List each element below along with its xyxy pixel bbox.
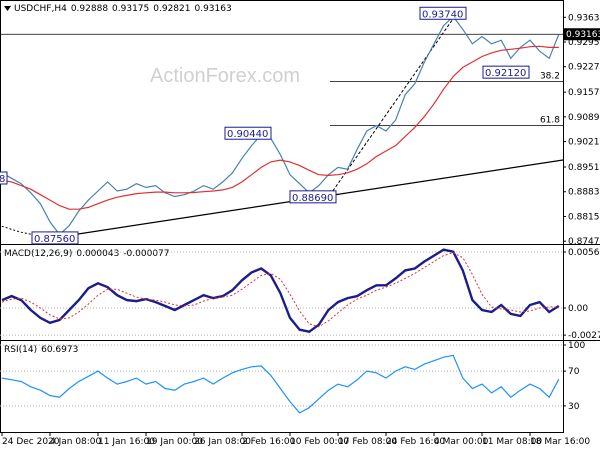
low: 0.92821 — [153, 4, 190, 14]
symbol-marker — [4, 6, 11, 11]
x-tick-label: 11 Jan 16:00 — [98, 437, 155, 447]
header: USDCHF,H4 0.92888 0.93175 0.92821 0.93163 — [14, 4, 232, 14]
y-tick-label: 0.00 — [568, 304, 588, 314]
x-tick-label: 17 Feb 08:00 — [338, 437, 397, 447]
annotation-label: 0.88690 — [292, 193, 333, 204]
watermark: ActionForex.com — [150, 65, 300, 87]
annotation-label: 8 — [0, 174, 5, 185]
annotation-label: 0.93740 — [422, 9, 463, 20]
macd-header: MACD(12,26,9) 0.000043 -0.000077 — [4, 249, 170, 259]
fib-line — [329, 15, 456, 196]
x-tick-label: 24 Dec 2020 — [2, 437, 60, 447]
x-tick-label: 26 Jan 08:00 — [194, 437, 251, 447]
x-tick-label: 4 Jan 08:00 — [50, 437, 102, 447]
x-tick-label: 24 Feb 16:00 — [386, 437, 445, 447]
annotation-box — [0, 171, 8, 185]
x-tick-label: 19 Jan 00:00 — [146, 437, 203, 447]
high: 0.93175 — [112, 4, 149, 14]
annotation-box — [224, 126, 272, 140]
macd-reading: 0.000043 — [76, 249, 119, 259]
x-tick-label: 2 Feb 16:00 — [242, 437, 296, 447]
annotation-label: 0.87560 — [34, 234, 75, 245]
y-tick-label: 0.87470 — [568, 237, 600, 247]
x-tick-label: 11 Mar 08:00 — [482, 437, 542, 447]
fib-label: 61.8 — [540, 116, 560, 126]
series-line — [1, 354, 560, 414]
x-tick-label: 18 Mar 16:00 — [530, 437, 590, 447]
annotation-box — [289, 190, 337, 204]
symbol: USDCHF,H4 — [14, 4, 67, 14]
rsi-header: RSI(14) 60.6973 — [4, 345, 78, 355]
x-tick-label: 4 Mar 00:00 — [434, 437, 489, 447]
annotation-label: 0.92120 — [485, 68, 526, 79]
y-tick-label: 30 — [568, 402, 580, 412]
rsi-reading: 60.6973 — [41, 345, 78, 355]
series-line — [1, 252, 559, 328]
current-price-label: 0.93163 — [566, 30, 600, 40]
current-price-box — [564, 28, 600, 41]
fib-label: 38.2 — [540, 72, 560, 82]
rsi-title: RSI(14) — [4, 345, 37, 355]
annotation-box — [419, 6, 467, 20]
annotation-box — [482, 65, 530, 79]
y-tick-label: 100 — [568, 341, 585, 351]
y-tick-label: -0.002741 — [568, 331, 600, 341]
series-line — [1, 45, 559, 210]
x-tick-label: 10 Feb 00:00 — [290, 437, 349, 447]
annotation-label: 0.90440 — [227, 129, 268, 140]
y-tick-label: 70 — [568, 367, 580, 377]
macd-title: MACD(12,26,9) — [4, 249, 72, 259]
series-line — [1, 248, 560, 333]
close: 0.93163 — [194, 4, 231, 14]
annotation-box — [31, 231, 79, 245]
series-line — [1, 15, 560, 236]
y-tick-label: 0.005666 — [568, 248, 600, 258]
signal-reading: -0.000077 — [123, 249, 169, 259]
open: 0.92888 — [71, 4, 108, 14]
